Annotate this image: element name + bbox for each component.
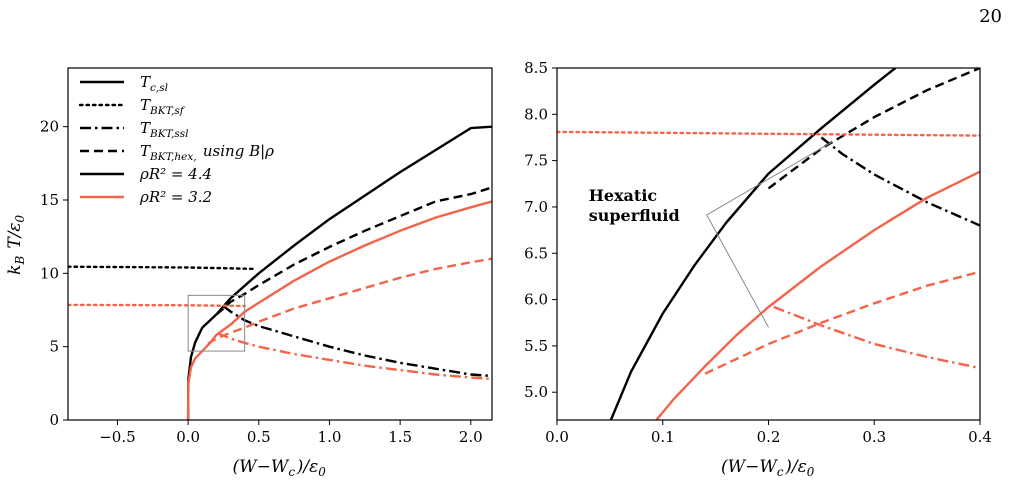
series-line-4.4-dashdot (820, 136, 980, 227)
series-line-4.4-solid (609, 68, 897, 420)
axes-frame (67, 67, 493, 421)
annotation-hexatic: Hexatic (589, 186, 658, 205)
y-tick-label: 5.5 (524, 337, 548, 355)
series-line-3.2-dashdot (773, 305, 980, 370)
x-tick-label: 0.0 (545, 428, 569, 446)
annotation-superfluid: superfluid (589, 206, 680, 225)
y-tick-label: 7.5 (524, 152, 548, 170)
legend-label: TBKT,sf (140, 96, 186, 117)
x-axis-label: (W−Wc )/ε0 (721, 457, 816, 479)
x-tick-label: 0.5 (247, 428, 271, 446)
x-tick-label: −0.5 (99, 428, 135, 446)
y-tick-label: 10 (40, 264, 59, 282)
y-tick-label: 6.0 (524, 291, 548, 309)
legend-label: TBKT,hex, using B|ρ (140, 142, 274, 163)
x-tick-label: 0.3 (862, 428, 886, 446)
legend-label: Tc,sl (140, 73, 169, 94)
x-tick-label: 1.5 (388, 428, 412, 446)
series-line-3.2-dotted (68, 303, 246, 308)
x-tick-label: 0.0 (176, 428, 200, 446)
data-layer (68, 125, 492, 420)
series-line-4.4-solid (186, 125, 492, 420)
page-number: 20 (979, 6, 1002, 27)
x-axis-label: (W−Wc )/ε0 (233, 457, 328, 479)
series-line-4.4-dashed (215, 186, 492, 316)
x-tick-label: 0.1 (651, 428, 675, 446)
series-line-4.4-dotted (68, 265, 256, 271)
y-tick-label: 7.0 (524, 198, 548, 216)
series-line-3.2-solid (186, 200, 492, 420)
y-tick-label: 15 (40, 191, 59, 209)
zoom-region-box (187, 294, 246, 352)
data-layer (557, 68, 980, 420)
x-tick-label: 0.2 (757, 428, 781, 446)
series-line-3.2-dotted (557, 130, 980, 137)
x-tick-label: 1.0 (318, 428, 342, 446)
series-line-4.4-dashdot (222, 305, 492, 378)
y-tick-label: 6.5 (524, 244, 548, 262)
legend-label: ρR² = 3.2 (139, 188, 212, 206)
y-tick-label: 20 (40, 118, 59, 136)
left-chart-panel: −0.5 0.0 0.5 1.0 1.5 2.0 0 5 10 15 20 (W−Wc )/ε0 kB… (5, 67, 493, 479)
annotation-pointer (706, 141, 833, 328)
y-tick-label: 5 (49, 338, 59, 356)
y-tick-label: 0 (49, 411, 59, 429)
legend-label: TBKT,ssl (140, 119, 190, 140)
axes-frame (556, 67, 981, 421)
legend-label: ρR² = 4.4 (139, 165, 212, 183)
x-tick-label: 2.0 (459, 428, 483, 446)
series-line-3.2-dashed (207, 257, 492, 345)
y-tick-label: 8.5 (524, 59, 548, 77)
series-line-4.4-dashed (767, 68, 980, 190)
y-tick-label: 8.0 (524, 105, 548, 123)
series-line-3.2-solid (655, 170, 980, 420)
x-tick-label: 0.4 (968, 428, 992, 446)
y-axis-label: kB T/ε0 (5, 213, 27, 275)
series-line-3.2-dashed (704, 270, 980, 375)
y-tick-label: 5.0 (524, 383, 548, 401)
